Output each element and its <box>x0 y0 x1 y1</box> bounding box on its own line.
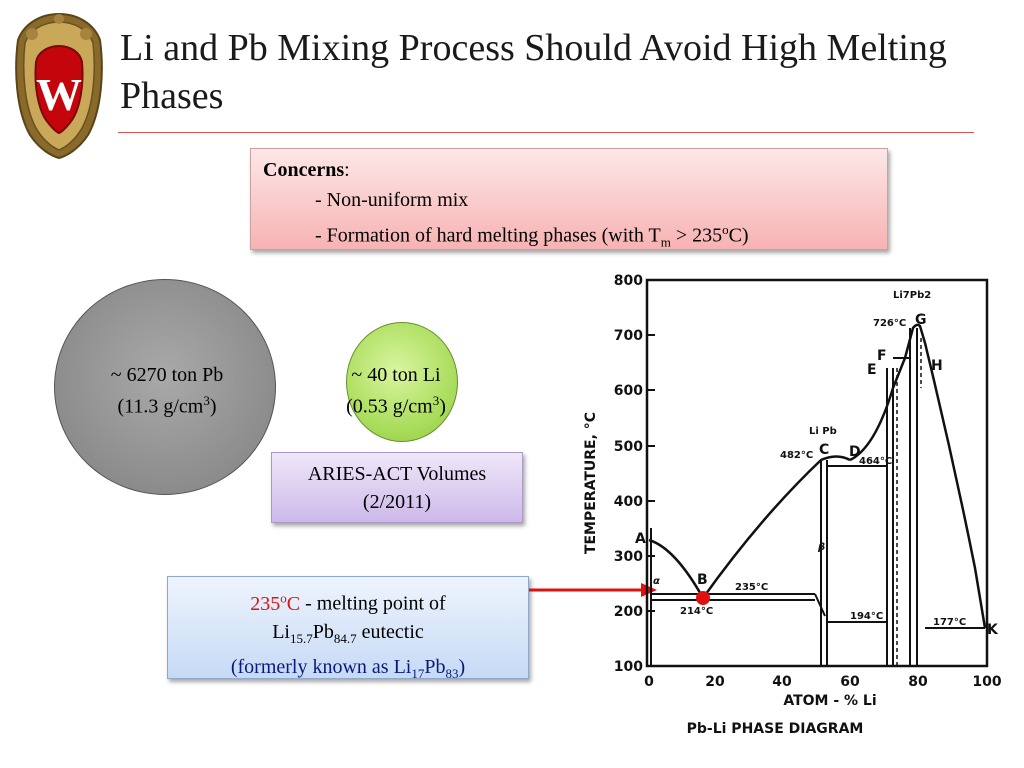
label-214c: 214°C <box>680 606 713 617</box>
former-close: ) <box>458 655 466 678</box>
x-tick-0: 0 <box>644 674 654 690</box>
aries-line1: ARIES-ACT Volumes <box>307 463 487 485</box>
concern-item-melting-phases: - Formation of hard melting phases (with… <box>263 215 875 258</box>
point-c: C <box>819 442 829 458</box>
pb-mass: ~ 6270 ton Pb <box>110 364 224 386</box>
melting-line3: (formerly known as Li17Pb83) <box>168 653 528 688</box>
concern-text-c: C) <box>728 224 749 247</box>
x-tick-20: 20 <box>705 674 725 690</box>
label-726c: 726°C <box>873 318 906 329</box>
y-axis-label: TEMPERATURE, °C <box>583 412 599 554</box>
li-density-text: (0.53 g/cm <box>346 395 433 418</box>
y-axis-ticks <box>647 279 655 612</box>
label-235c: 235°C <box>735 582 768 593</box>
formula-pb-sub: 84.7 <box>333 630 357 646</box>
y-tick-500: 500 <box>614 439 643 455</box>
label-beta: β <box>817 542 825 553</box>
melting-temp-value: 235 <box>250 592 281 615</box>
title-divider <box>118 132 974 133</box>
label-li7pb2: Li7Pb2 <box>893 290 931 301</box>
y-tick-600: 600 <box>614 383 643 399</box>
point-d: D <box>849 444 861 460</box>
li-density: (0.53 g/cm3) <box>320 388 472 420</box>
melting-text: - melting point of <box>300 592 446 615</box>
melting-temp-sup: o <box>280 590 287 605</box>
pb-density-sup: 3 <box>203 393 210 408</box>
label-464c: 464°C <box>859 456 892 467</box>
dashed-boundaries <box>655 338 922 666</box>
x-tick-80: 80 <box>908 674 928 690</box>
concerns-heading: Concerns <box>263 159 345 181</box>
concern-text-b: > 235 <box>670 224 723 247</box>
melting-line1: 235oC - melting point of <box>168 584 528 618</box>
phase-diagram-frame <box>645 278 989 668</box>
point-k: K <box>987 622 999 638</box>
formula-pb: Pb <box>312 620 334 643</box>
label-lipb: Li Pb <box>809 426 837 437</box>
former-sub-83: 83 <box>445 665 459 681</box>
eutectic-point-marker <box>696 591 710 605</box>
concerns-colon: : <box>344 159 350 181</box>
y-tick-100: 100 <box>614 659 643 675</box>
y-tick-400: 400 <box>614 494 643 510</box>
former-sub-17: 17 <box>411 665 425 681</box>
x-tick-40: 40 <box>772 674 792 690</box>
li-mass: ~ 40 ton Li <box>351 364 441 386</box>
x-axis-label: ATOM - % Li <box>783 693 876 709</box>
melting-temp-unit: C <box>286 592 301 615</box>
point-h: H <box>931 358 943 374</box>
point-f: F <box>877 348 887 364</box>
aries-act-volumes-box: ARIES-ACT Volumes (2/2011) <box>271 452 523 523</box>
uw-crest-logo: W <box>15 12 103 160</box>
slide-title: Li and Pb Mixing Process Should Avoid Hi… <box>120 27 947 117</box>
pb-density: (11.3 g/cm3) <box>54 388 280 420</box>
eutectic-melting-box: 235oC - melting point of Li15.7Pb84.7 eu… <box>167 576 529 681</box>
pb-density-text: (11.3 g/cm <box>117 395 204 418</box>
li-density-sup: 3 <box>432 393 440 408</box>
x-tick-100: 100 <box>972 674 1001 690</box>
pb-density-close: ) <box>209 395 217 418</box>
label-alpha: α <box>653 576 660 587</box>
y-tick-700: 700 <box>614 328 643 344</box>
y-tick-800: 800 <box>614 273 643 289</box>
phase-diagram-caption: Pb-Li PHASE DIAGRAM <box>687 721 864 737</box>
eutectic-text: eutectic <box>356 620 424 643</box>
concerns-box: Concerns: - Non-uniform mix - Formation … <box>250 148 888 250</box>
li-density-close: ) <box>439 395 446 418</box>
melting-line2: Li15.7Pb84.7 eutectic <box>168 618 528 653</box>
aries-date: (2/2011) <box>362 491 432 513</box>
concern-item-nonuniform: - Non-uniform mix <box>315 189 469 211</box>
formula-li: Li <box>272 620 290 643</box>
svg-text:W: W <box>36 69 82 120</box>
x-tick-60: 60 <box>840 674 860 690</box>
concern-sub-m: m <box>660 234 671 250</box>
concern-sup-o: o <box>722 222 729 237</box>
formula-li-sub: 15.7 <box>289 630 313 646</box>
point-e: E <box>867 362 877 378</box>
pb-volume-sphere <box>54 279 276 495</box>
former-pb: Pb <box>424 655 446 678</box>
former-text: (formerly known as Li <box>230 655 412 678</box>
pb-volume-label: ~ 6270 ton Pb (11.3 g/cm3) <box>54 362 280 420</box>
label-194c: 194°C <box>850 611 883 622</box>
y-tick-300: 300 <box>614 549 643 565</box>
liquidus-curves <box>648 323 987 629</box>
label-177c: 177°C <box>933 617 966 628</box>
concern-text-a: - Formation of hard melting phases (with… <box>315 224 661 247</box>
li-volume-label: ~ 40 ton Li (0.53 g/cm3) <box>320 362 472 420</box>
melting-temp: 235oC <box>250 590 301 615</box>
label-482c: 482°C <box>780 450 813 461</box>
point-g: G <box>915 312 927 328</box>
point-a: A <box>635 531 646 547</box>
y-tick-200: 200 <box>614 604 643 620</box>
point-b: B <box>697 572 708 588</box>
pb-li-phase-diagram: 800 700 600 500 400 300 200 100 0 20 40 … <box>583 273 1002 737</box>
eutectic-pointer-arrow <box>529 583 657 597</box>
li-volume-sphere <box>346 322 458 442</box>
